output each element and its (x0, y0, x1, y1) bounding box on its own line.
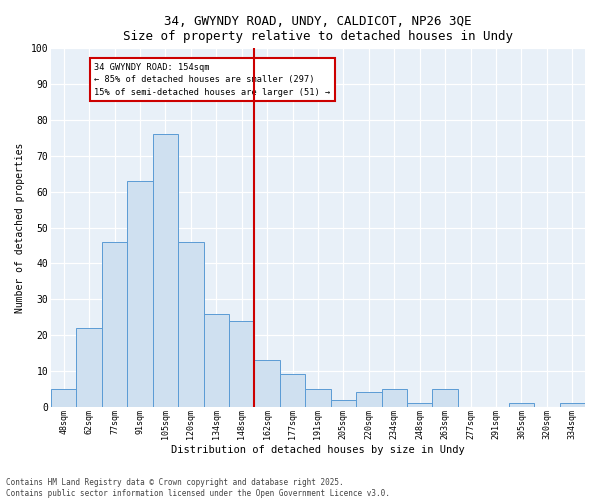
Bar (305, 389, 331, 406)
Text: 34 GWYNDY ROAD: 154sqm
← 85% of detached houses are smaller (297)
15% of semi-de: 34 GWYNDY ROAD: 154sqm ← 85% of detached… (94, 62, 331, 96)
Bar (331, 400, 356, 406)
Bar (203, 314, 229, 406)
Bar (509, 403, 534, 406)
Bar (407, 403, 433, 406)
Bar (152, 134, 178, 406)
Title: 34, GWYNDY ROAD, UNDY, CALDICOT, NP26 3QE
Size of property relative to detached : 34, GWYNDY ROAD, UNDY, CALDICOT, NP26 3Q… (123, 15, 513, 43)
Bar (254, 360, 280, 406)
Text: Contains HM Land Registry data © Crown copyright and database right 2025.
Contai: Contains HM Land Registry data © Crown c… (6, 478, 390, 498)
Y-axis label: Number of detached properties: Number of detached properties (15, 142, 25, 312)
Bar (356, 392, 382, 406)
Bar (76, 328, 102, 406)
X-axis label: Distribution of detached houses by size in Undy: Distribution of detached houses by size … (171, 445, 465, 455)
Bar (51, 389, 76, 406)
Bar (229, 320, 254, 406)
Bar (127, 181, 152, 406)
Bar (280, 374, 305, 406)
Bar (560, 403, 585, 406)
Bar (382, 389, 407, 406)
Bar (102, 242, 127, 406)
Bar (433, 389, 458, 406)
Bar (178, 242, 203, 406)
